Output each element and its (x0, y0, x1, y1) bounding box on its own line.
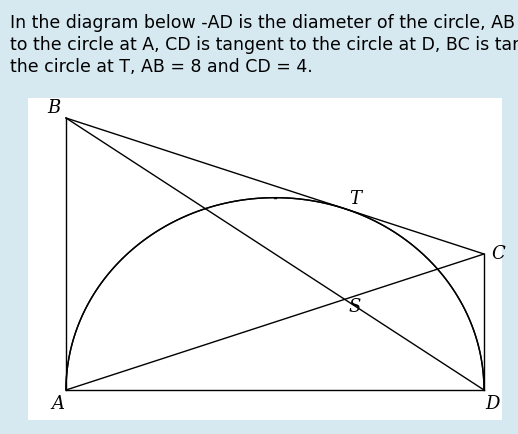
Text: the circle at T, AB = 8 and CD = 4.: the circle at T, AB = 8 and CD = 4. (10, 58, 313, 76)
Text: In the diagram below ­AD is the diameter of the circle, AB is tangent: In the diagram below ­AD is the diameter… (10, 14, 518, 32)
Text: C: C (491, 245, 505, 263)
Text: to the circle at A, CD is tangent to the circle at D, BC is tangent to: to the circle at A, CD is tangent to the… (10, 36, 518, 54)
Bar (28, 98, 502, 420)
Text: A: A (51, 395, 65, 413)
Text: B: B (47, 99, 61, 117)
Text: T: T (349, 190, 361, 207)
Text: S: S (349, 298, 361, 316)
Text: D: D (485, 395, 499, 413)
